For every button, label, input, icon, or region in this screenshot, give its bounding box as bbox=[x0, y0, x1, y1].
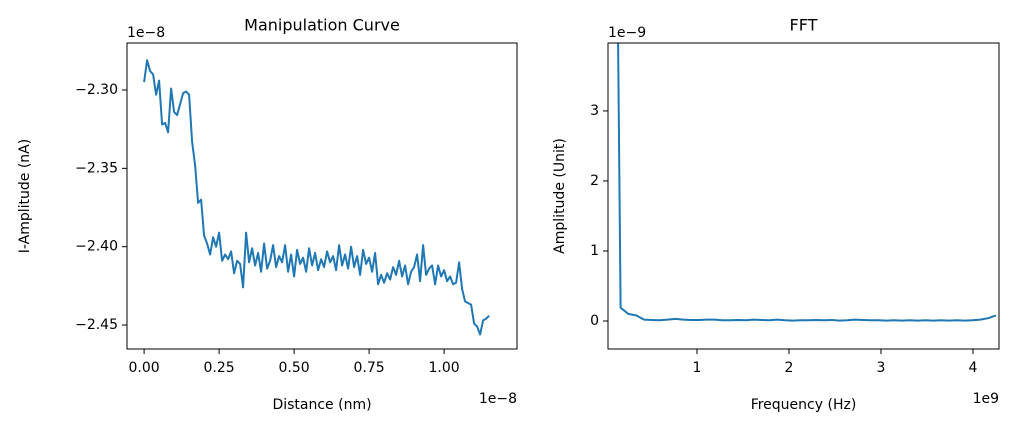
y-axis-label: Amplitude (Unit) bbox=[552, 138, 568, 254]
y-tick-label: 3 bbox=[590, 103, 599, 119]
y-tick-label: 2 bbox=[590, 173, 599, 189]
x-tick-label: 3 bbox=[877, 360, 886, 376]
x-tick-label: 0.75 bbox=[354, 360, 385, 376]
y-axis-label: I-Amplitude (nA) bbox=[17, 139, 33, 253]
x-tick-label: 1.00 bbox=[429, 360, 460, 376]
axes-frame bbox=[126, 42, 518, 350]
x-tick-label: 2 bbox=[785, 360, 794, 376]
x-tick-label: 0.50 bbox=[279, 360, 310, 376]
x-axis-label: Distance (nm) bbox=[272, 397, 371, 413]
x-tick-label: 0.25 bbox=[204, 360, 235, 376]
chart-title: Manipulation Curve bbox=[244, 16, 400, 35]
y-tick-label: −2.45 bbox=[75, 317, 118, 333]
axes-frame bbox=[607, 42, 1000, 350]
x-offset-label: 1e−8 bbox=[479, 391, 517, 407]
x-tick-label: 0.00 bbox=[129, 360, 160, 376]
x-tick-label: 1 bbox=[693, 360, 702, 376]
y-tick-label: −2.35 bbox=[75, 160, 118, 176]
y-offset-label: 1e−9 bbox=[608, 25, 646, 41]
data-line bbox=[143, 59, 490, 336]
chart-title: FFT bbox=[790, 16, 818, 35]
x-offset-label: 1e9 bbox=[973, 391, 999, 407]
y-tick-label: 1 bbox=[590, 243, 599, 259]
x-tick-label: 4 bbox=[969, 360, 978, 376]
x-axis-label: Frequency (Hz) bbox=[751, 397, 857, 413]
y-offset-label: 1e−8 bbox=[127, 25, 165, 41]
axes: Manipulation Curve 0.00 0.25 0.50 0.75 1.00 −2… bbox=[17, 16, 518, 413]
y-tick-label: −2.30 bbox=[75, 82, 118, 98]
y-tick-label: −2.40 bbox=[75, 239, 118, 255]
y-tick-label: 0 bbox=[590, 313, 599, 329]
data-line bbox=[617, 43, 997, 322]
axes: FFT 1 2 3 4 0 1 2 3 Frequency (Hz) Amplitude (Unit… bbox=[552, 16, 1000, 413]
